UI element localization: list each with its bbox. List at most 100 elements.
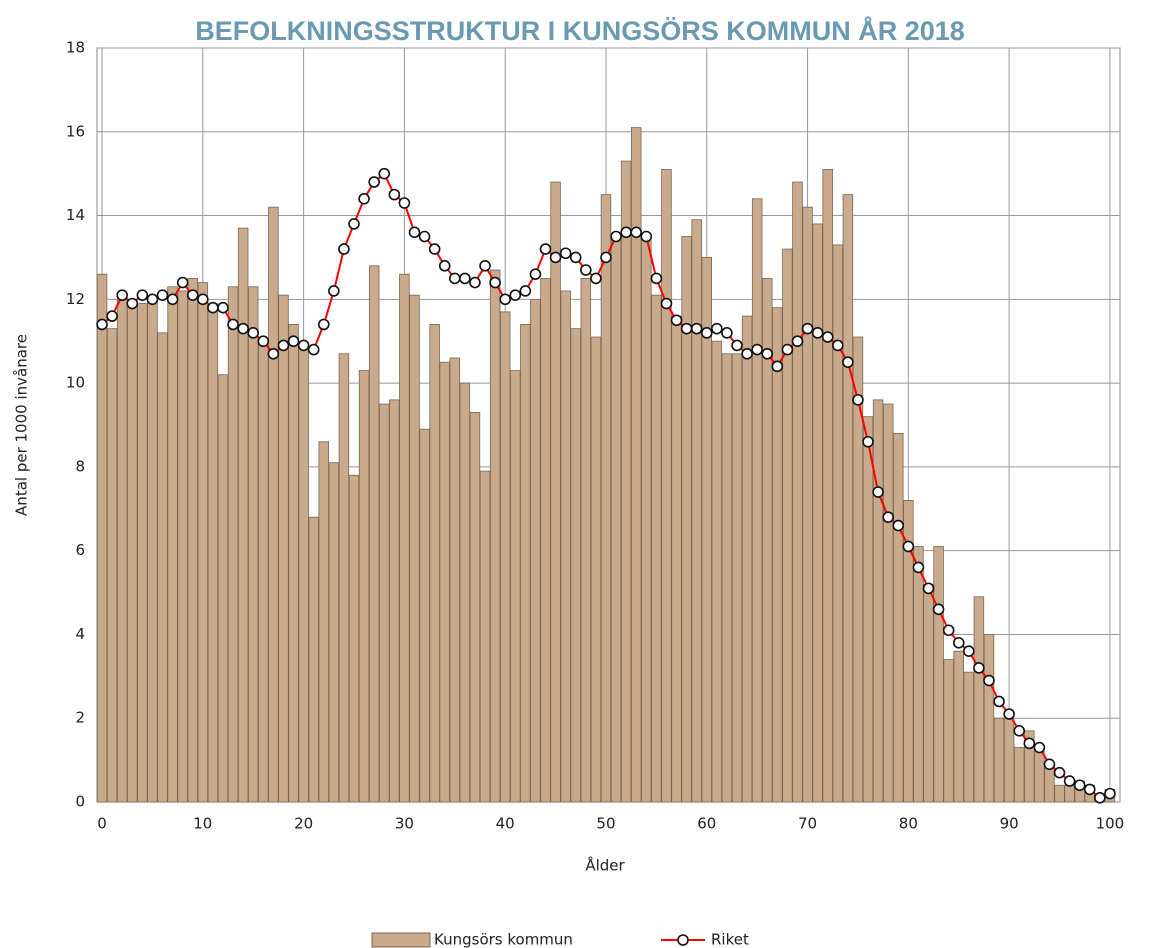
- x-tick-label: 50: [596, 815, 615, 833]
- line-marker: [569, 251, 582, 264]
- legend-marker: [677, 934, 689, 946]
- line-marker: [993, 695, 1005, 708]
- line-marker: [106, 310, 118, 322]
- bar: [963, 671, 975, 803]
- bar: [116, 294, 128, 803]
- bar: [741, 315, 753, 803]
- line-marker: [348, 218, 360, 230]
- line-marker: [328, 285, 340, 297]
- line-marker: [448, 272, 461, 285]
- y-axis-label: Antal per 1000 invånare: [13, 334, 31, 516]
- bar: [510, 370, 521, 803]
- y-tick-label: 18: [66, 39, 85, 57]
- legend-swatch: [371, 932, 431, 948]
- bar: [217, 374, 229, 803]
- line-marker: [690, 322, 703, 335]
- line-marker: [952, 637, 965, 649]
- line-marker: [1094, 792, 1106, 804]
- x-tick-label: 0: [97, 815, 107, 833]
- bar: [762, 277, 773, 803]
- line-marker: [207, 301, 219, 314]
- bar: [147, 298, 158, 803]
- line-marker: [590, 272, 602, 285]
- bar: [338, 353, 350, 803]
- bar: [278, 294, 289, 803]
- line-marker: [731, 339, 743, 352]
- y-tick-label: 16: [66, 122, 85, 140]
- bar: [882, 403, 894, 803]
- bar: [1034, 747, 1045, 803]
- line-marker: [539, 243, 552, 255]
- bar: [358, 370, 370, 803]
- bar: [983, 634, 995, 803]
- bar: [318, 441, 330, 803]
- line-marker: [781, 343, 794, 356]
- bar: [923, 583, 934, 803]
- line-marker: [902, 540, 915, 553]
- bar: [590, 336, 602, 803]
- bar: [459, 382, 471, 803]
- bar: [449, 357, 461, 803]
- bar: [580, 277, 592, 803]
- x-tick-label: 40: [496, 815, 515, 833]
- legend-label: Kungsörs kommun: [434, 931, 573, 948]
- bar: [953, 650, 964, 803]
- line-marker: [438, 260, 451, 272]
- line-marker: [862, 435, 874, 448]
- bar: [671, 315, 682, 803]
- bar: [792, 181, 803, 803]
- line-marker: [549, 251, 562, 264]
- line-marker: [368, 176, 380, 188]
- x-axis-label: Ålder: [585, 856, 625, 875]
- line-marker: [1053, 766, 1066, 779]
- bar: [288, 324, 299, 803]
- bar: [157, 332, 168, 803]
- line-marker: [428, 243, 441, 255]
- bar: [651, 294, 662, 803]
- bar: [893, 432, 904, 803]
- bar: [439, 361, 450, 803]
- bar: [872, 399, 884, 803]
- chart-title: BEFOLKNINGSSTRUKTUR I KUNGSÖRS KOMMUN ÅR…: [195, 15, 965, 46]
- line-marker: [267, 347, 280, 360]
- bar: [782, 248, 793, 803]
- x-tick-label: 10: [193, 815, 212, 833]
- line-marker: [721, 327, 733, 339]
- y-tick-label: 6: [75, 541, 85, 559]
- line-marker: [1043, 758, 1056, 771]
- x-tick-label: 80: [899, 815, 918, 833]
- line-marker: [831, 339, 844, 352]
- line-marker: [116, 289, 128, 301]
- line-marker: [176, 276, 189, 289]
- y-tick-label: 8: [75, 457, 85, 475]
- x-tick-label: 90: [1000, 815, 1019, 833]
- line-marker: [469, 276, 481, 289]
- line-marker: [801, 322, 814, 335]
- x-tick-label: 60: [697, 815, 716, 833]
- line-marker: [307, 343, 320, 356]
- y-tick-label: 0: [75, 793, 85, 811]
- line-marker: [257, 335, 270, 348]
- bar: [610, 236, 622, 803]
- line-marker: [287, 335, 300, 348]
- line-marker: [509, 289, 522, 301]
- line-marker: [197, 293, 209, 306]
- line-marker: [711, 322, 723, 335]
- line-marker: [529, 268, 542, 281]
- line-marker: [559, 247, 572, 260]
- line-marker: [408, 226, 421, 239]
- line-marker: [237, 322, 249, 335]
- line-marker: [872, 486, 884, 498]
- bar: [691, 219, 702, 803]
- bar: [389, 399, 400, 803]
- bar: [127, 298, 138, 803]
- line-marker: [317, 318, 330, 331]
- legend-label: Riket: [711, 931, 749, 948]
- bar: [812, 223, 823, 803]
- bar: [1044, 768, 1055, 803]
- bar: [540, 277, 551, 803]
- bar: [479, 470, 491, 803]
- y-tick-label: 4: [75, 625, 85, 643]
- line-marker: [983, 674, 995, 687]
- line-marker: [1104, 787, 1116, 800]
